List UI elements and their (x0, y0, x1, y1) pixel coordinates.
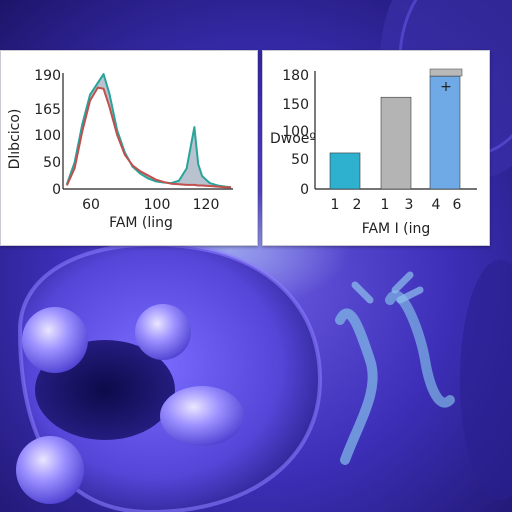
x-tick-label: 3 (405, 197, 414, 213)
legend-marker: + (440, 79, 452, 95)
bar-chart-panel: +0 50 100 150 180 1 2 1 3 4 6 FAM I (ing Dwoeº (262, 50, 490, 246)
series-gap-fill (66, 74, 232, 188)
x-axis-label: FAM I (ing (362, 221, 431, 237)
x-tick-label: 6 (453, 197, 462, 213)
y-tick-label: 180 (282, 68, 309, 84)
y-tick-label: 50 (43, 155, 61, 171)
line-chart: 0 50 100 165 190 60 100 120 FAM (ling Dlıbcico) (7, 68, 233, 231)
y-tick-label: 0 (52, 182, 61, 198)
x-tick-label: 1 (381, 197, 390, 213)
x-axis-label: FAM (ling (109, 215, 173, 231)
bar-3 (429, 75, 461, 190)
x-tick-label: 60 (82, 197, 100, 213)
line-chart-panel: 0 50 100 165 190 60 100 120 FAM (ling Dlıbcico) (0, 50, 258, 246)
y-tick-label: 150 (282, 97, 309, 113)
x-tick-label: 120 (193, 197, 220, 213)
y-tick-label: 165 (34, 102, 61, 118)
y-axis-label: Dwoeº (270, 131, 316, 147)
y-tick-label: 100 (34, 128, 61, 144)
y-tick-label: 0 (300, 182, 309, 198)
y-tick-label: 190 (34, 68, 61, 84)
line-series-2 (65, 86, 232, 189)
bar-1 (329, 152, 361, 190)
y-axis-label: Dlıbcico) (7, 109, 23, 170)
x-tick-label: 2 (353, 197, 362, 213)
y-tick-label: 100 (282, 124, 309, 140)
x-tick-label: 4 (432, 197, 441, 213)
bar-2 (380, 96, 412, 190)
y-tick-label: 50 (291, 152, 309, 168)
x-tick-label: 1 (331, 197, 340, 213)
line-series-1 (65, 73, 232, 189)
x-tick-label: 100 (144, 197, 171, 213)
legend-swatch (429, 68, 463, 77)
